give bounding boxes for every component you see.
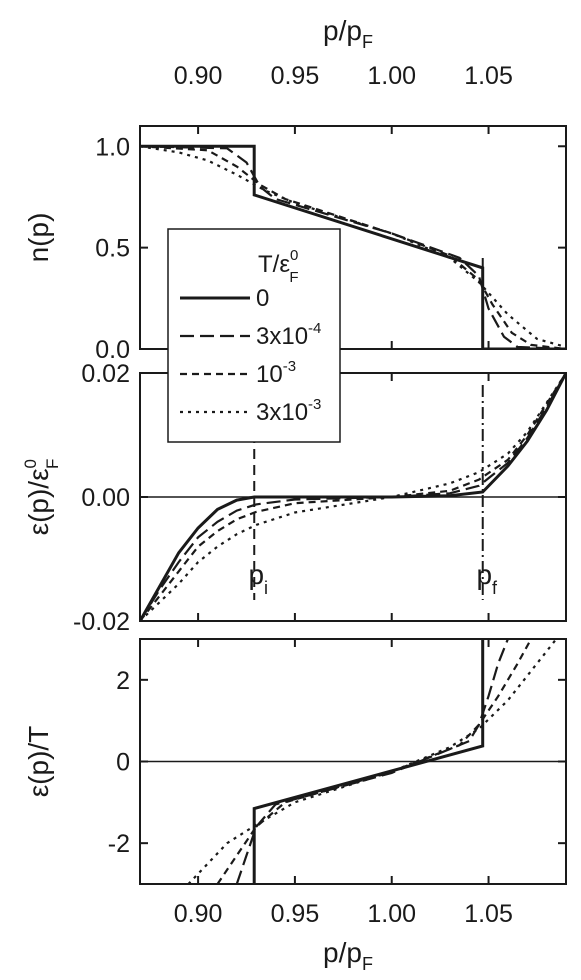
y-tick-label: 0.5 <box>95 235 130 263</box>
legend-box <box>167 228 341 443</box>
top-x-axis-label: p/pF <box>323 15 373 52</box>
y-tick-label: -2 <box>108 830 130 858</box>
series-line-dot <box>140 145 566 349</box>
top-x-tick-label: 1.05 <box>464 62 513 90</box>
bottom-x-tick-label: 1.00 <box>367 900 416 928</box>
bottom-x-tick-label: 0.95 <box>271 900 320 928</box>
legend-entry-label: 0 <box>256 285 269 312</box>
y-tick-label: 0 <box>116 749 130 777</box>
y-tick-label: 0.02 <box>81 360 130 388</box>
series-line-solid <box>140 144 566 349</box>
momentum-annotation: pi <box>248 559 268 598</box>
series-line-dash <box>140 145 566 349</box>
y-tick-label: 2 <box>116 667 130 695</box>
top-x-tick-label: 0.95 <box>271 62 320 90</box>
bottom-x-tick-label: 0.90 <box>174 900 223 928</box>
legend-title: T/ε0 F <box>258 247 299 286</box>
legend: T/ε0 F0 3x10-4 10-3 3x10-3 <box>167 228 341 443</box>
y-tick-label: 0.0 <box>95 336 130 364</box>
y-axis-label: n(p) <box>23 213 54 263</box>
legend-entry-label: 3x10-4 <box>256 320 321 350</box>
series-line-dash <box>235 639 509 884</box>
bottom-x-axis-label: p/pF <box>323 937 373 974</box>
momentum-annotation: pf <box>476 559 498 598</box>
top-x-tick-label: 0.90 <box>174 62 223 90</box>
y-axis-label: ε(p)/ε0 F <box>21 459 62 536</box>
series-line-shortdash <box>140 373 566 621</box>
y-tick-label: 1.0 <box>95 133 130 161</box>
series-line-solid <box>140 373 566 621</box>
plot-frame <box>139 125 567 350</box>
y-tick-label: -0.02 <box>73 608 130 636</box>
y-tick-label: 0.00 <box>81 484 130 512</box>
bottom-x-tick-label: 1.05 <box>464 900 513 928</box>
legend-entry-label: 3x10-3 <box>256 396 321 426</box>
legend-entry-label: 10-3 <box>256 358 296 388</box>
series-line-dash <box>140 373 566 621</box>
series-line-dot <box>140 373 566 621</box>
top-x-tick-label: 1.00 <box>367 62 416 90</box>
y-axis-label: ε(p)/T <box>23 726 54 798</box>
